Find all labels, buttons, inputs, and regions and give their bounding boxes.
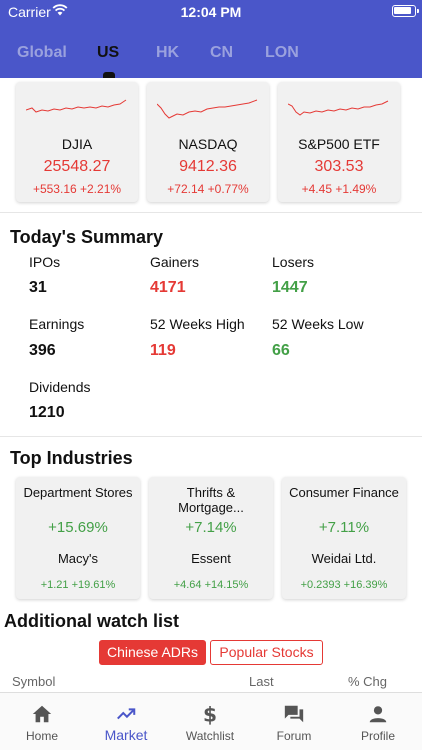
summary-label-52w-high: 52 Weeks High [150,316,245,332]
nav-label: Home [25,729,58,743]
tab-us[interactable]: US [97,44,120,61]
industry-name: Thrifts & Mortgage... [178,485,244,515]
index-value: 25548.27 [43,158,111,175]
summary-title: Today's Summary [10,227,163,247]
column-header-symbol: Symbol [12,674,56,689]
divider [0,212,422,213]
industry-top-stock: Macy's [57,551,99,566]
industry-top-stock: Essent [191,551,231,566]
watchlist-title: Additional watch list [4,611,180,631]
summary-label-dividends: Dividends [29,379,91,395]
tab-lon[interactable]: LON [265,44,299,61]
column-header-pct-chg: % Chg [348,674,388,689]
nav-home[interactable]: Home [0,693,84,750]
summary-value-losers[interactable]: 1447 [272,279,308,296]
nav-forum[interactable]: Forum [252,693,336,750]
nav-label: Watchlist [185,729,235,743]
industry-card-department-stores[interactable]: Department Stores +15.69% Macy's +1.21 +… [16,477,140,599]
industry-name: Department Stores [23,485,133,500]
summary-value-52w-high[interactable]: 119 [150,342,176,359]
status-time: 12:04 PM [180,4,242,20]
summary-value-earnings[interactable]: 396 [29,342,56,359]
industry-stock-change: +1.21 +19.61% [40,579,116,591]
nav-label: Market [104,727,148,743]
industry-card-thrifts-mortgage[interactable]: Thrifts & Mortgage... +7.14% Essent +4.6… [149,477,273,599]
nav-market[interactable]: Market [84,693,168,750]
summary-label-gainers: Gainers [150,254,200,270]
index-name: DJIA [61,136,93,152]
index-card-nasdaq[interactable]: NASDAQ 9412.36 +72.14 +0.77% [147,82,269,202]
industry-pct: +15.69% [48,519,108,536]
summary-label-earnings: Earnings [29,316,85,332]
tab-global[interactable]: Global [17,44,67,61]
index-value: 9412.36 [179,158,237,175]
index-card-djia[interactable]: DJIA 25548.27 +553.16 +2.21% [16,82,138,202]
index-name: NASDAQ [178,136,238,152]
tab-cn[interactable]: CN [210,44,234,61]
index-change: +4.45 +1.49% [301,182,377,196]
forum-icon [284,705,304,723]
industry-stock-change: +4.64 +14.15% [173,579,249,591]
watchlist-tab-chinese-adrs[interactable]: Chinese ADRs [99,640,206,665]
dollar-icon: $ [203,703,217,725]
app-header: Carrier 12:04 PM Global US HK CN LON [0,0,422,78]
nav-label: Profile [360,729,395,743]
summary-value-52w-low[interactable]: 66 [272,342,290,359]
nav-profile[interactable]: Profile [336,693,420,750]
industry-stock-change: +0.2393 +16.39% [300,579,388,591]
wifi-icon [52,4,68,16]
summary-value-dividends[interactable]: 1210 [29,404,65,421]
divider [0,436,422,437]
watchlist-tab-popular-stocks[interactable]: Popular Stocks [210,640,323,665]
summary-value-gainers[interactable]: 4171 [150,279,186,296]
index-card-sp500[interactable]: S&P500 ETF 303.53 +4.45 +1.49% [278,82,400,202]
industries-title: Top Industries [10,448,133,468]
index-value: 303.53 [314,158,364,175]
battery-icon [392,5,419,17]
column-header-last: Last [249,674,274,689]
index-cards: DJIA 25548.27 +553.16 +2.21% NASDAQ 9412… [16,82,406,202]
sparkline-icon [26,99,127,113]
active-tab-indicator [103,72,115,78]
industry-card-consumer-finance[interactable]: Consumer Finance +7.11% Weidai Ltd. +0.2… [282,477,406,599]
index-change: +553.16 +2.21% [32,182,122,196]
nav-watchlist[interactable]: $ Watchlist [168,693,252,750]
industry-pct: +7.14% [185,519,237,536]
carrier-label: Carrier [8,4,51,20]
market-tabs: Global US HK CN LON [0,36,422,72]
industry-name: Consumer Finance [289,485,399,500]
industry-top-stock: Weidai Ltd. [311,551,377,566]
svg-text:$: $ [203,703,217,725]
bottom-nav: Home Market $ Watchlist Forum Profile [0,692,422,750]
sparkline-icon [157,99,258,119]
summary-label-52w-low: 52 Weeks Low [272,316,364,332]
sparkline-icon [288,100,389,116]
person-icon [369,706,387,723]
summary-label-ipos: IPOs [29,254,61,270]
tab-hk[interactable]: HK [156,44,180,61]
industry-pct: +7.11% [318,519,370,536]
status-bar: Carrier 12:04 PM [0,0,422,24]
nav-label: Forum [276,729,312,743]
summary-label-losers: Losers [272,254,315,270]
index-name: S&P500 ETF [298,136,380,152]
index-change: +72.14 +0.77% [167,182,249,196]
home-icon [32,705,52,723]
trending-up-icon [117,708,136,720]
summary-value-ipos[interactable]: 31 [29,279,47,296]
